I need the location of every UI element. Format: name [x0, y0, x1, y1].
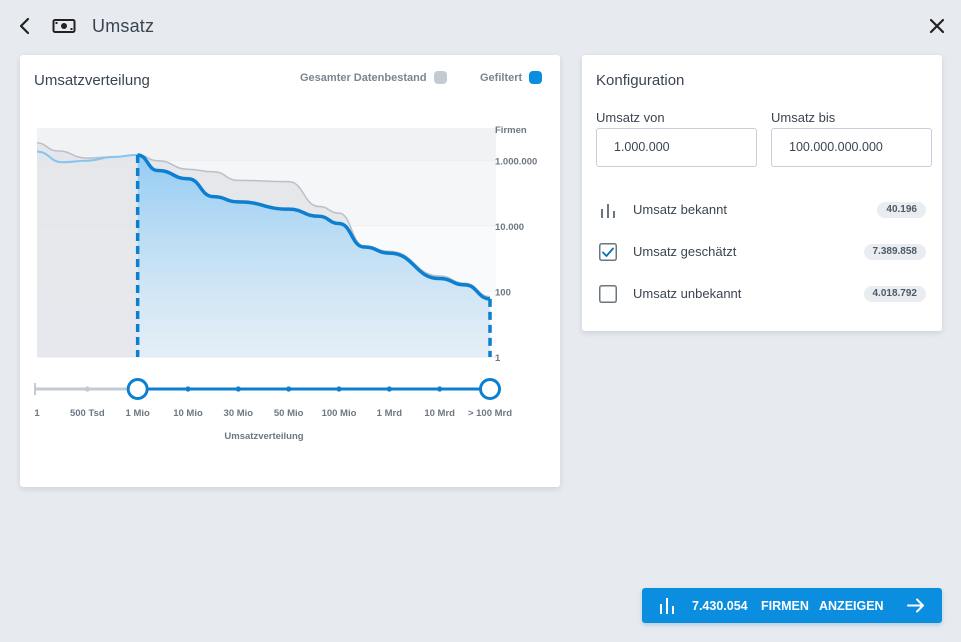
checkbox-unchecked-icon[interactable]	[599, 285, 617, 303]
filtered-area	[137, 154, 490, 357]
x-tick-label: 10 Mrd	[424, 408, 455, 419]
slider-handle-max[interactable]	[479, 378, 501, 400]
config-title: Konfiguration	[596, 72, 685, 89]
x-tick-label: 10 Mio	[173, 408, 203, 419]
revenue-estimated-label: Umsatz geschätzt	[633, 244, 737, 259]
x-tick-label: 30 Mio	[224, 408, 254, 419]
slider-step-dot	[386, 386, 392, 392]
chevron-left-icon[interactable]	[14, 14, 36, 38]
cta-word-companies: FIRMEN	[761, 599, 809, 613]
page-title: Umsatz	[92, 16, 155, 36]
revenue-known-label: Umsatz bekannt	[633, 202, 727, 217]
slider-step-dot	[235, 386, 241, 392]
top-bar: Umsatz	[0, 0, 961, 52]
x-axis-title: Umsatzverteilung	[224, 431, 303, 442]
configuration-card: Konfiguration Umsatz von Umsatz bis 1.00…	[582, 55, 942, 331]
legend-filtered[interactable]: Gefiltert	[480, 71, 543, 84]
y-tick-label: 10.000	[495, 222, 524, 233]
revenue-estimated-row[interactable]: Umsatz geschätzt 7.389.858	[596, 240, 926, 264]
legend-total-label: Gesamter Datenbestand	[300, 71, 427, 84]
unfiltered-range-line	[36, 150, 138, 164]
slider-step-dot	[84, 386, 90, 392]
revenue-unknown-count: 4.018.792	[863, 286, 926, 302]
legend-filtered-label: Gefiltert	[480, 71, 523, 84]
bar-chart-icon	[601, 204, 615, 218]
revenue-known-row: Umsatz bekannt 40.196	[596, 198, 926, 222]
arrow-right-icon	[907, 598, 924, 613]
close-icon[interactable]	[926, 15, 948, 37]
revenue-from-label: Umsatz von	[596, 110, 665, 125]
filtered-line	[137, 153, 491, 301]
x-tick-label: 1	[34, 408, 40, 419]
revenue-known-count: 40.196	[877, 202, 926, 218]
slider-step-dot	[336, 386, 342, 392]
cta-word-show: ANZEIGEN	[819, 599, 884, 613]
show-companies-button[interactable]: 7.430.054 FIRMEN ANZEIGEN	[642, 588, 942, 623]
revenue-estimated-count: 7.389.858	[863, 244, 926, 260]
slider-step-dot	[185, 386, 191, 392]
y-tick-label: 1.000.000	[495, 157, 537, 168]
distribution-chart: 1.000.000 10.000 100 1 1 500 Tsd 1 Mio 10 Mio 3…	[34, 125, 537, 442]
x-tick-label: 1 Mrd	[377, 408, 403, 419]
x-tick-label: 100 Mio	[322, 408, 357, 419]
bar-chart-icon	[660, 598, 674, 614]
distribution-chart-card: Umsatzverteilung Gesamter Datenbestand G…	[20, 55, 560, 487]
revenue-to-label: Umsatz bis	[771, 110, 836, 125]
revenue-to-input[interactable]: 100.000.000.000	[771, 128, 932, 167]
chart-band	[37, 128, 496, 161]
legend-total[interactable]: Gesamter Datenbestand	[300, 71, 447, 84]
revenue-unknown-row[interactable]: Umsatz unbekannt 4.018.792	[596, 282, 926, 306]
x-tick-label: > 100 Mrd	[468, 408, 512, 419]
slider-step-dot	[437, 386, 443, 392]
y-tick-label: 100	[495, 288, 511, 299]
checkbox-checked-icon[interactable]	[599, 243, 617, 261]
y-tick-label: 1	[495, 353, 501, 364]
y-axis-title: Firmen	[495, 125, 527, 136]
x-tick-label: 500 Tsd	[70, 408, 105, 419]
slider-step-dot	[286, 386, 292, 392]
revenue-from-input[interactable]: 1.000.000	[596, 128, 757, 167]
revenue-unknown-label: Umsatz unbekannt	[633, 286, 742, 301]
x-tick-label: 50 Mio	[274, 408, 304, 419]
slider-handle-min[interactable]	[126, 378, 149, 400]
x-tick-label: 1 Mio	[126, 408, 150, 419]
chart-title: Umsatzverteilung	[34, 72, 150, 89]
legend-total-swatch	[433, 71, 447, 84]
legend-filtered-swatch	[529, 71, 543, 84]
money-bill-icon	[52, 19, 76, 33]
companies-count: 7.430.054	[692, 599, 748, 613]
